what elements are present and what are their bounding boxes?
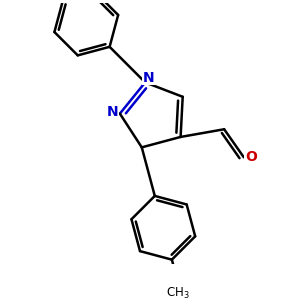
Text: CH$_3$: CH$_3$ [166, 286, 190, 300]
Text: N: N [142, 70, 154, 85]
Text: N: N [107, 105, 118, 118]
Text: O: O [245, 150, 257, 164]
